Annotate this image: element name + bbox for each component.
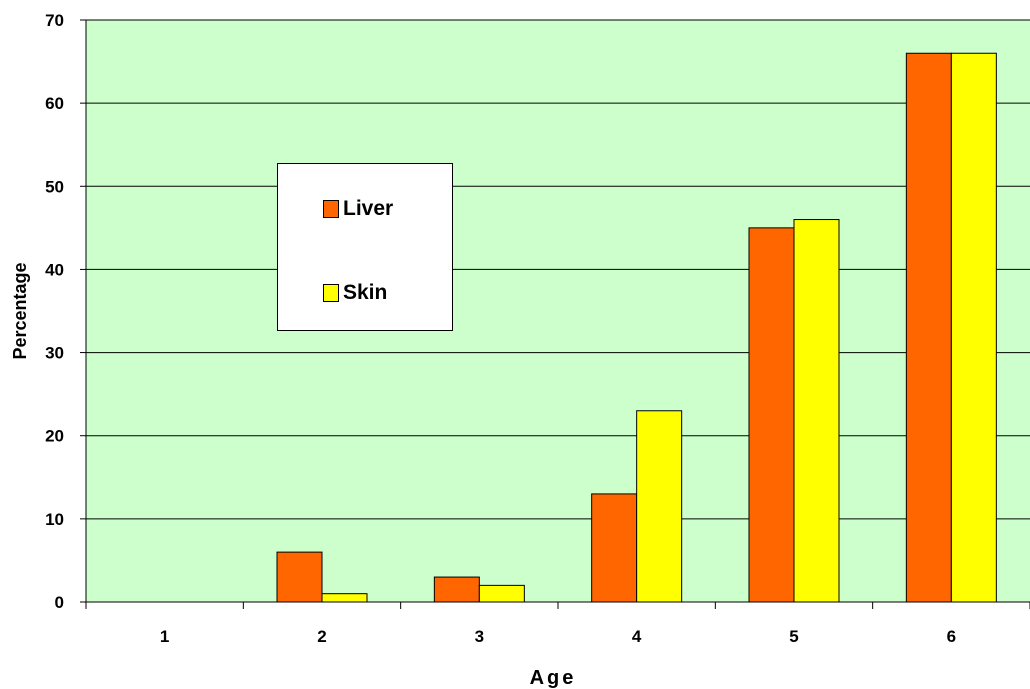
legend-swatch-liver [323,200,339,218]
bar-liver-4 [591,493,638,603]
bar-skin-5 [793,219,840,603]
y-tick-label-50: 50 [45,177,64,196]
y-tick-label-20: 20 [45,427,64,446]
y-axis-ticks: 0 10 20 30 40 50 60 70 [45,11,86,612]
bar-liver-6 [905,52,952,603]
bar-liver-3 [433,576,480,603]
legend: Liver Skin [277,163,453,331]
bar-liver-5 [748,227,795,603]
y-tick-label-70: 70 [45,11,64,30]
x-tick-label-4: 4 [632,627,642,646]
x-axis-label: Age [530,667,577,689]
y-axis-label: Percentage [10,262,30,359]
gridlines [86,19,1030,520]
y-tick-label-60: 60 [45,94,64,113]
x-tick-label-5: 5 [789,627,798,646]
x-tick-label-1: 1 [160,627,169,646]
legend-label-skin: Skin [343,281,388,304]
legend-item-liver: Liver [323,197,393,221]
bar-liver-2 [276,551,323,603]
x-tick-label-6: 6 [947,627,956,646]
plot-area [86,20,1030,602]
y-tick-label-30: 30 [45,344,64,363]
x-tick-label-3: 3 [475,627,484,646]
x-axis-ticks: 1 2 3 4 5 6 [85,602,1030,646]
bar-skin-4 [636,410,683,603]
y-tick-label-40: 40 [45,260,64,279]
legend-item-skin: Skin [323,281,387,305]
legend-label-liver: Liver [343,197,394,220]
x-tick-label-2: 2 [317,627,326,646]
y-tick-label-10: 10 [45,510,64,529]
bar-skin-2 [321,593,368,603]
bar-skin-6 [950,52,997,603]
y-tick-label-0: 0 [55,593,64,612]
bars [276,52,997,603]
legend-swatch-skin [323,284,339,302]
bar-skin-3 [478,584,525,603]
